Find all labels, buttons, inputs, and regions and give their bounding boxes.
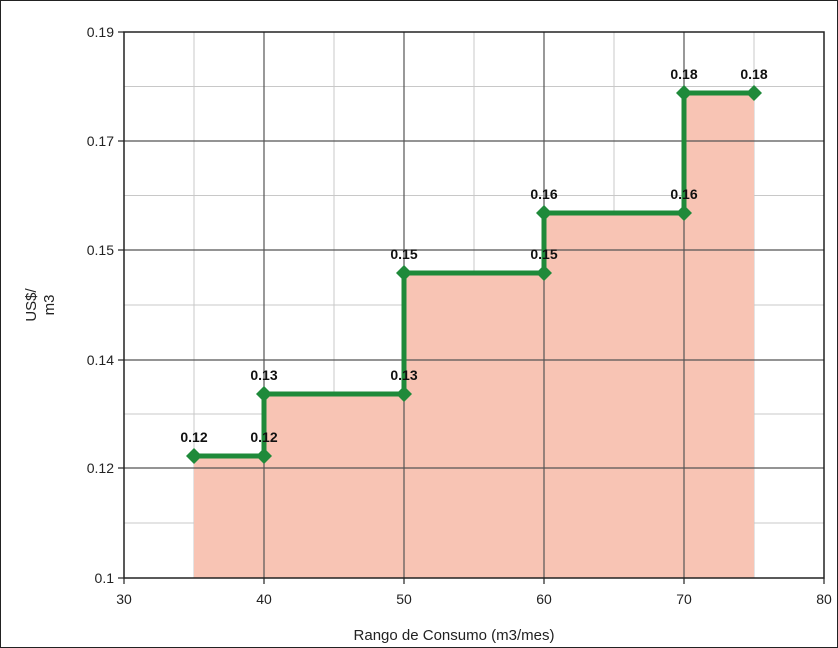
data-label: 0.15 — [390, 246, 417, 262]
x-tick-label: 40 — [256, 591, 272, 607]
data-label: 0.15 — [530, 246, 557, 262]
data-labels: 0.12 0.12 0.13 0.13 0.15 0.15 0.16 0.16 0.18 0.18 — [180, 66, 767, 445]
data-point-marker — [676, 205, 692, 221]
data-point-marker — [746, 85, 762, 101]
data-label: 0.18 — [670, 66, 697, 82]
data-point-marker — [536, 205, 552, 221]
data-point-marker — [256, 386, 272, 402]
x-tick-label: 30 — [116, 591, 132, 607]
data-point-marker — [396, 386, 412, 402]
series-line — [194, 90, 754, 459]
y-tick-label: 0.17 — [87, 133, 114, 149]
y-tick-label: 0.14 — [87, 352, 114, 368]
data-point-marker — [256, 448, 272, 464]
y-axis-title-line: m3 — [41, 295, 58, 316]
y-tick-label: 0.1 — [95, 570, 115, 586]
y-tick-label: 0.19 — [87, 24, 114, 40]
x-tick-label: 50 — [396, 591, 412, 607]
x-tick-label: 70 — [676, 591, 692, 607]
step-line — [194, 90, 754, 459]
data-label: 0.16 — [530, 186, 557, 202]
y-axis-title-line: US$/ — [23, 288, 40, 322]
data-label: 0.16 — [670, 186, 697, 202]
data-label: 0.12 — [180, 429, 207, 445]
data-point-marker — [536, 265, 552, 281]
data-label: 0.13 — [250, 367, 277, 383]
axis-ticks — [118, 31, 825, 584]
x-tick-label: 80 — [816, 591, 832, 607]
data-label: 0.13 — [390, 367, 417, 383]
data-label: 0.12 — [250, 429, 277, 445]
plot-border — [123, 31, 825, 579]
data-point-marker — [186, 448, 202, 464]
x-tick-label: 60 — [536, 591, 552, 607]
x-axis-title: Rango de Consumo (m3/mes) — [354, 627, 555, 644]
data-label: 0.18 — [740, 66, 767, 82]
major-grid — [124, 32, 824, 578]
y-axis-title: US$/m3 — [23, 288, 58, 322]
y-tick-label: 0.12 — [87, 460, 114, 476]
data-point-marker — [676, 85, 692, 101]
series-markers — [186, 85, 762, 464]
tick-labels: 30 40 50 60 70 80 0.1 0.12 0.14 0.15 0.17 0.19 — [87, 24, 832, 607]
data-point-marker — [396, 265, 412, 281]
y-tick-label: 0.15 — [87, 242, 114, 258]
